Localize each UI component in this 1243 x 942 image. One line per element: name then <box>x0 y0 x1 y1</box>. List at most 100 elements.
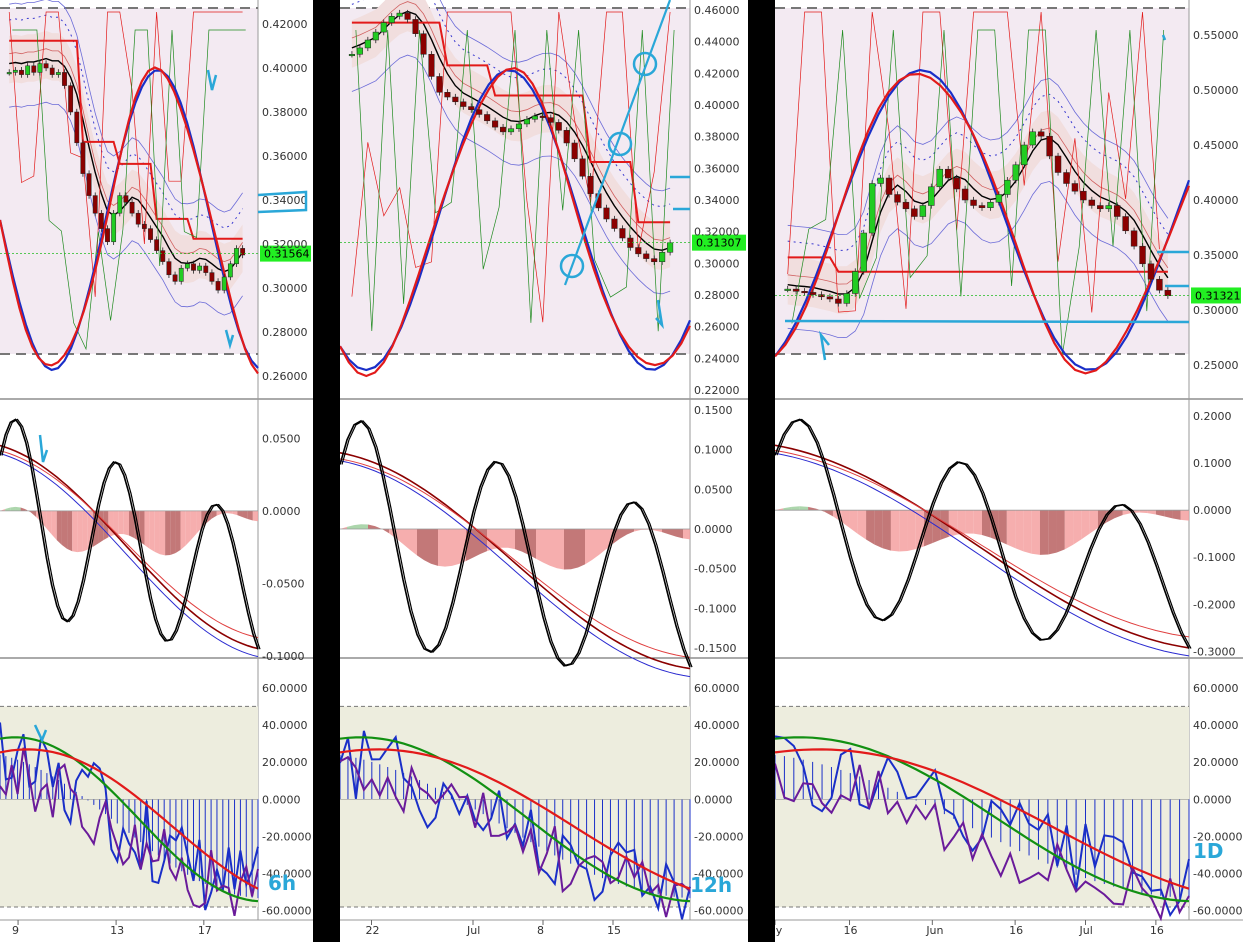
macd-histogram-bar <box>515 529 522 552</box>
macd-histogram-bar <box>82 510 88 552</box>
oscillator-tick-label: 60.0000 <box>694 682 740 695</box>
bearish-candle <box>978 205 986 208</box>
price-tick-label: 0.38000 <box>262 106 308 119</box>
bearish-candle <box>801 291 808 294</box>
bullish-candle <box>111 212 117 243</box>
macd-histogram-bar <box>1081 510 1090 540</box>
macd-histogram-bar <box>452 529 459 566</box>
hand-annotations <box>784 34 1190 361</box>
macd-histogram-bar <box>129 510 135 538</box>
timeframe-label: 12h <box>690 873 732 897</box>
macd-histogram-bar <box>557 529 564 570</box>
price-tick-label: 0.32000 <box>694 226 740 239</box>
bearish-candle <box>209 272 215 282</box>
price-tick-label: 0.46000 <box>694 4 740 17</box>
macd-histogram-bar <box>662 529 669 535</box>
panel-divider <box>748 0 775 942</box>
macd-histogram-bar <box>438 529 445 567</box>
price-tick-label: 0.35000 <box>1193 249 1239 262</box>
bearish-candle <box>587 175 594 194</box>
bullish-candle <box>227 263 233 278</box>
time-tick-label: ay <box>775 924 783 937</box>
macd-histogram-bar <box>599 529 606 555</box>
macd-histogram-bar <box>627 529 634 535</box>
macd-histogram-bar <box>1147 510 1156 515</box>
oscillator-tick-label: -40.0000 <box>262 868 311 881</box>
price-tick-label: 0.24000 <box>694 352 740 365</box>
macd-histogram-bar <box>10 506 16 511</box>
bullish-candle <box>515 123 523 129</box>
hand-annotations <box>33 69 308 744</box>
red-cycle-line <box>0 66 259 375</box>
macd-histogram-bar <box>1114 510 1123 519</box>
bullish-candle <box>877 177 884 184</box>
oscillator-red-line <box>340 748 691 890</box>
bullish-candle <box>919 205 927 217</box>
price-band-fill <box>787 110 1168 314</box>
bullish-candle <box>364 39 371 49</box>
macd-histogram-bar <box>982 510 991 538</box>
outer-band-upper <box>439 0 671 192</box>
macd-histogram-bar <box>5 507 11 511</box>
macd-histogram-bar <box>957 510 966 535</box>
macd-histogram-bar <box>431 529 438 566</box>
oscillator-tick-label: 40.0000 <box>1193 719 1239 732</box>
bearish-candle <box>651 258 658 263</box>
chart-panel-12h: 0.31307 0.46000 0.44000 0.42000 0.40000 0.380… <box>340 0 748 942</box>
macd-histogram-bar <box>445 529 452 567</box>
macd-histogram-bar <box>1164 510 1173 519</box>
macd-tick-label: 0.0000 <box>1193 504 1232 517</box>
annotation-circle <box>559 253 585 279</box>
bearish-candle <box>1097 205 1104 210</box>
time-tick-label: 22 <box>366 924 380 937</box>
red-cycle-line <box>775 72 1191 375</box>
macd-histogram-bar <box>1097 510 1107 528</box>
macd-histogram-bar <box>87 510 93 550</box>
macd-histogram-bar <box>15 506 21 511</box>
annotation-arrow <box>33 724 48 744</box>
bearish-candle <box>404 12 411 20</box>
bullish-candle <box>37 63 43 73</box>
bearish-candle <box>154 239 160 251</box>
macd-histogram-bar <box>494 529 501 549</box>
bullish-candle <box>868 183 876 234</box>
oscillator-tick-label: 20.0000 <box>694 756 740 769</box>
price-tick-label: 0.26000 <box>694 321 740 334</box>
macd-histogram-bar <box>899 510 908 552</box>
bearish-candle <box>894 194 901 203</box>
bearish-candle <box>141 223 147 229</box>
price-tick-label: 0.32000 <box>262 238 308 251</box>
macd-histogram-bar <box>620 529 627 539</box>
bearish-candle <box>98 212 104 229</box>
price-tick-label: 0.22000 <box>694 384 740 397</box>
macd-histogram-bar <box>159 510 166 556</box>
red-spike-indicator <box>787 11 1160 313</box>
timeframe-label: 1D <box>1193 839 1224 863</box>
bearish-candle <box>1063 172 1070 184</box>
bearish-candle <box>1113 205 1121 217</box>
macd-histogram-bar <box>190 510 197 540</box>
time-tick-label: Jul <box>466 924 480 937</box>
macd-histogram-bar <box>165 510 171 556</box>
time-tick-label: 15 <box>607 924 621 937</box>
price-tick-label: 0.44000 <box>694 36 740 49</box>
macd-histogram-bar <box>998 510 1007 545</box>
bullish-candle <box>6 72 12 75</box>
macd-histogram-bar <box>882 510 891 551</box>
macd-histogram-bar <box>571 529 578 570</box>
bearish-candle <box>476 109 483 115</box>
bearish-candle <box>953 177 960 190</box>
bullish-candle <box>25 65 31 75</box>
timeframe-label: 6h <box>268 871 296 895</box>
macd-histogram-bar <box>808 506 817 511</box>
bearish-candle <box>43 63 49 69</box>
oscillator-tick-label: 0.0000 <box>262 793 301 806</box>
moving-average-line <box>787 137 1169 295</box>
green-spike-indicator <box>12 29 246 351</box>
macd-histogram-bar <box>1048 510 1057 555</box>
macd-tick-label: 0.0500 <box>694 483 733 496</box>
oscillator-purple-line <box>0 747 259 917</box>
bearish-candle <box>1156 278 1163 291</box>
macd-histogram-bar <box>1031 510 1040 555</box>
bearish-candle <box>1139 245 1146 265</box>
